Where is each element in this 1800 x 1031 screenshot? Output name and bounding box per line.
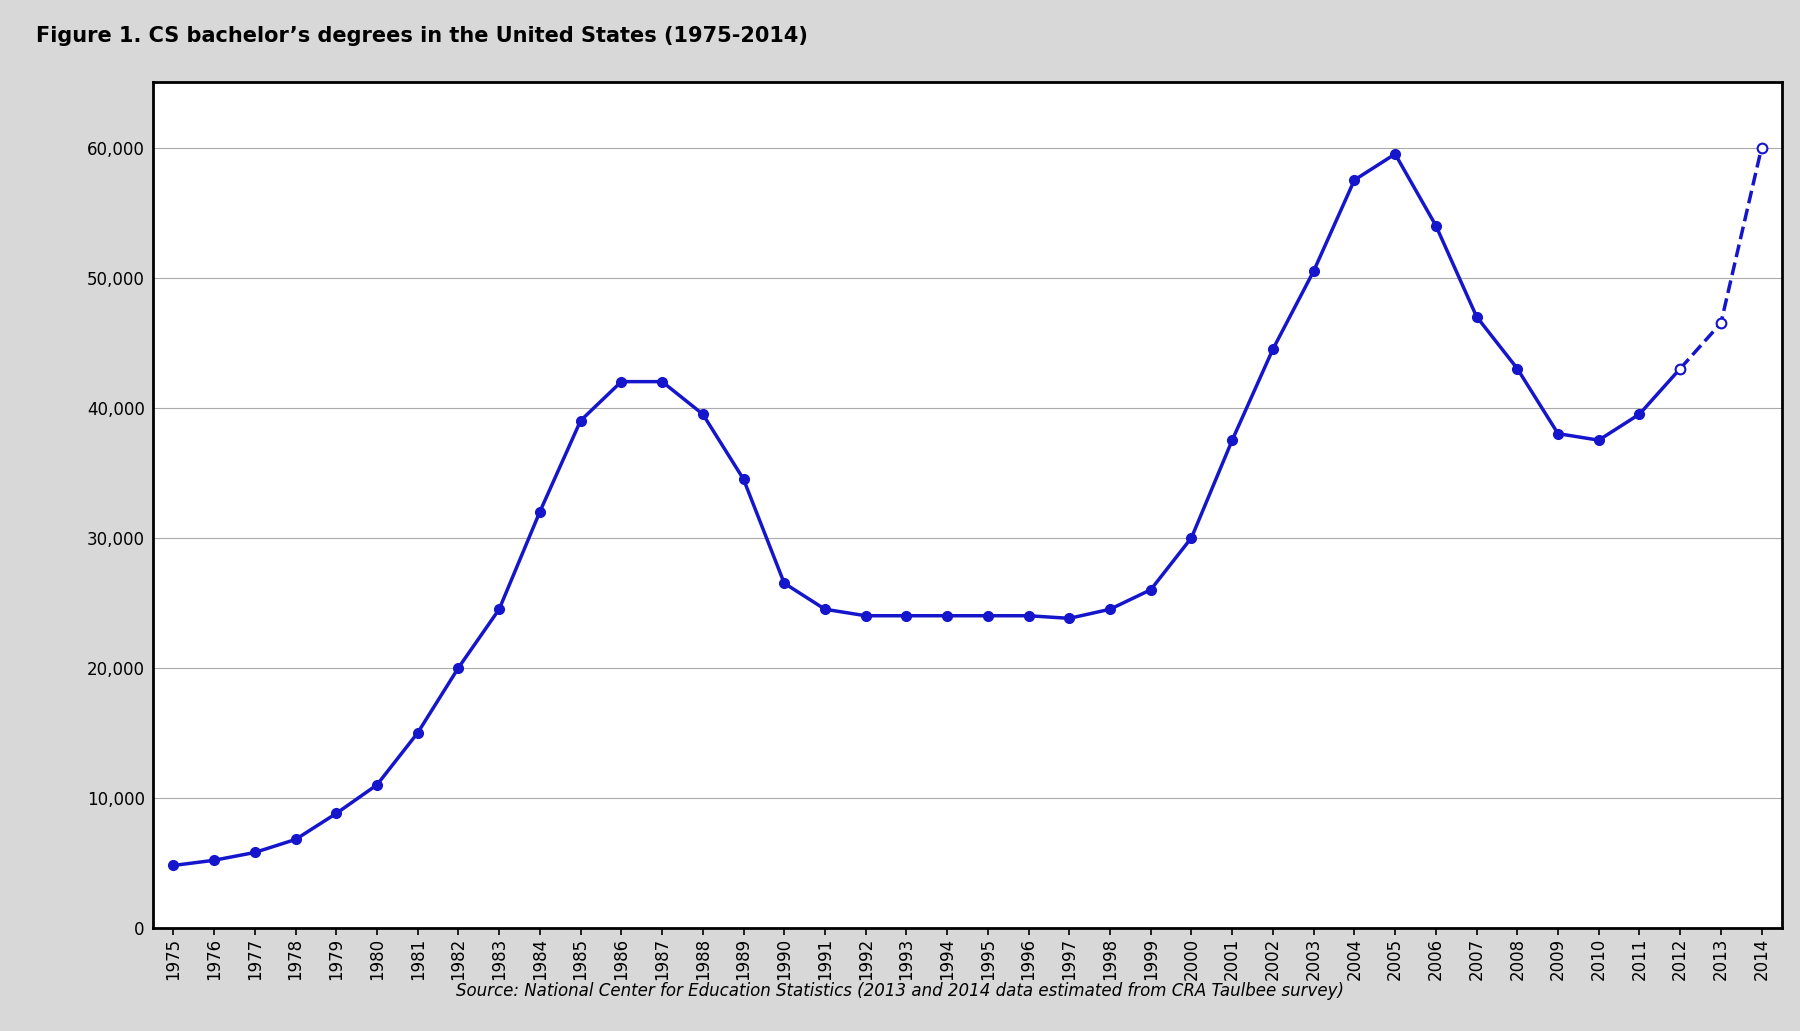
Text: Figure 1. CS bachelor’s degrees in the United States (1975-2014): Figure 1. CS bachelor’s degrees in the U… (36, 26, 808, 45)
Text: Source: National Center for Education Statistics (2013 and 2014 data estimated f: Source: National Center for Education St… (455, 983, 1345, 1000)
